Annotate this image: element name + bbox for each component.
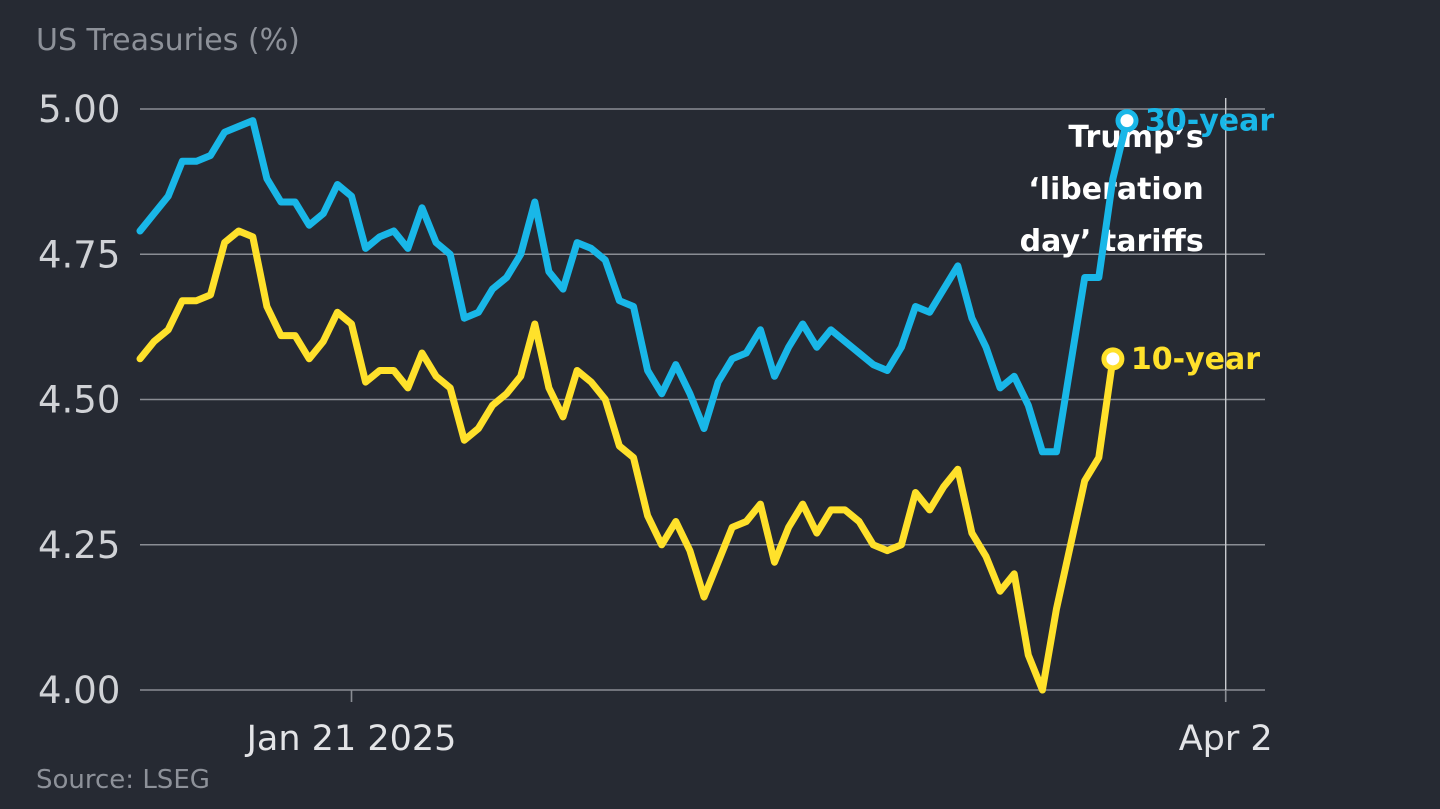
y-tick-label: 4.50 [38, 379, 120, 422]
source-note: Source: LSEG [36, 765, 210, 795]
y-axis-ticks: 5.00 4.75 4.50 4.25 4.00 [38, 88, 120, 712]
x-axis-ticks: Jan 21 2025 Apr 2 [245, 690, 1273, 759]
series-endpoint-30-year [1115, 109, 1139, 133]
x-tick-label: Apr 2 [1179, 719, 1273, 759]
series-line-30-year [136, 117, 1131, 456]
event-annotation-line: day’ tariffs [1020, 224, 1204, 259]
y-tick-label: 4.00 [38, 669, 120, 712]
series-lines: 30-year 10-year [136, 104, 1274, 694]
y-tick-label: 5.00 [38, 88, 120, 131]
gridlines [140, 108, 1265, 691]
x-tick-label: Jan 21 2025 [245, 719, 457, 759]
series-label-10-year: 10-year [1131, 342, 1260, 377]
series-endpoint-10-year [1101, 347, 1125, 371]
y-tick-label: 4.75 [38, 233, 120, 276]
y-tick-label: 4.25 [38, 524, 120, 567]
series-line-10-year [136, 227, 1117, 694]
chart-title: US Treasuries (%) [36, 23, 300, 58]
series-label-30-year: 30-year [1145, 104, 1274, 139]
